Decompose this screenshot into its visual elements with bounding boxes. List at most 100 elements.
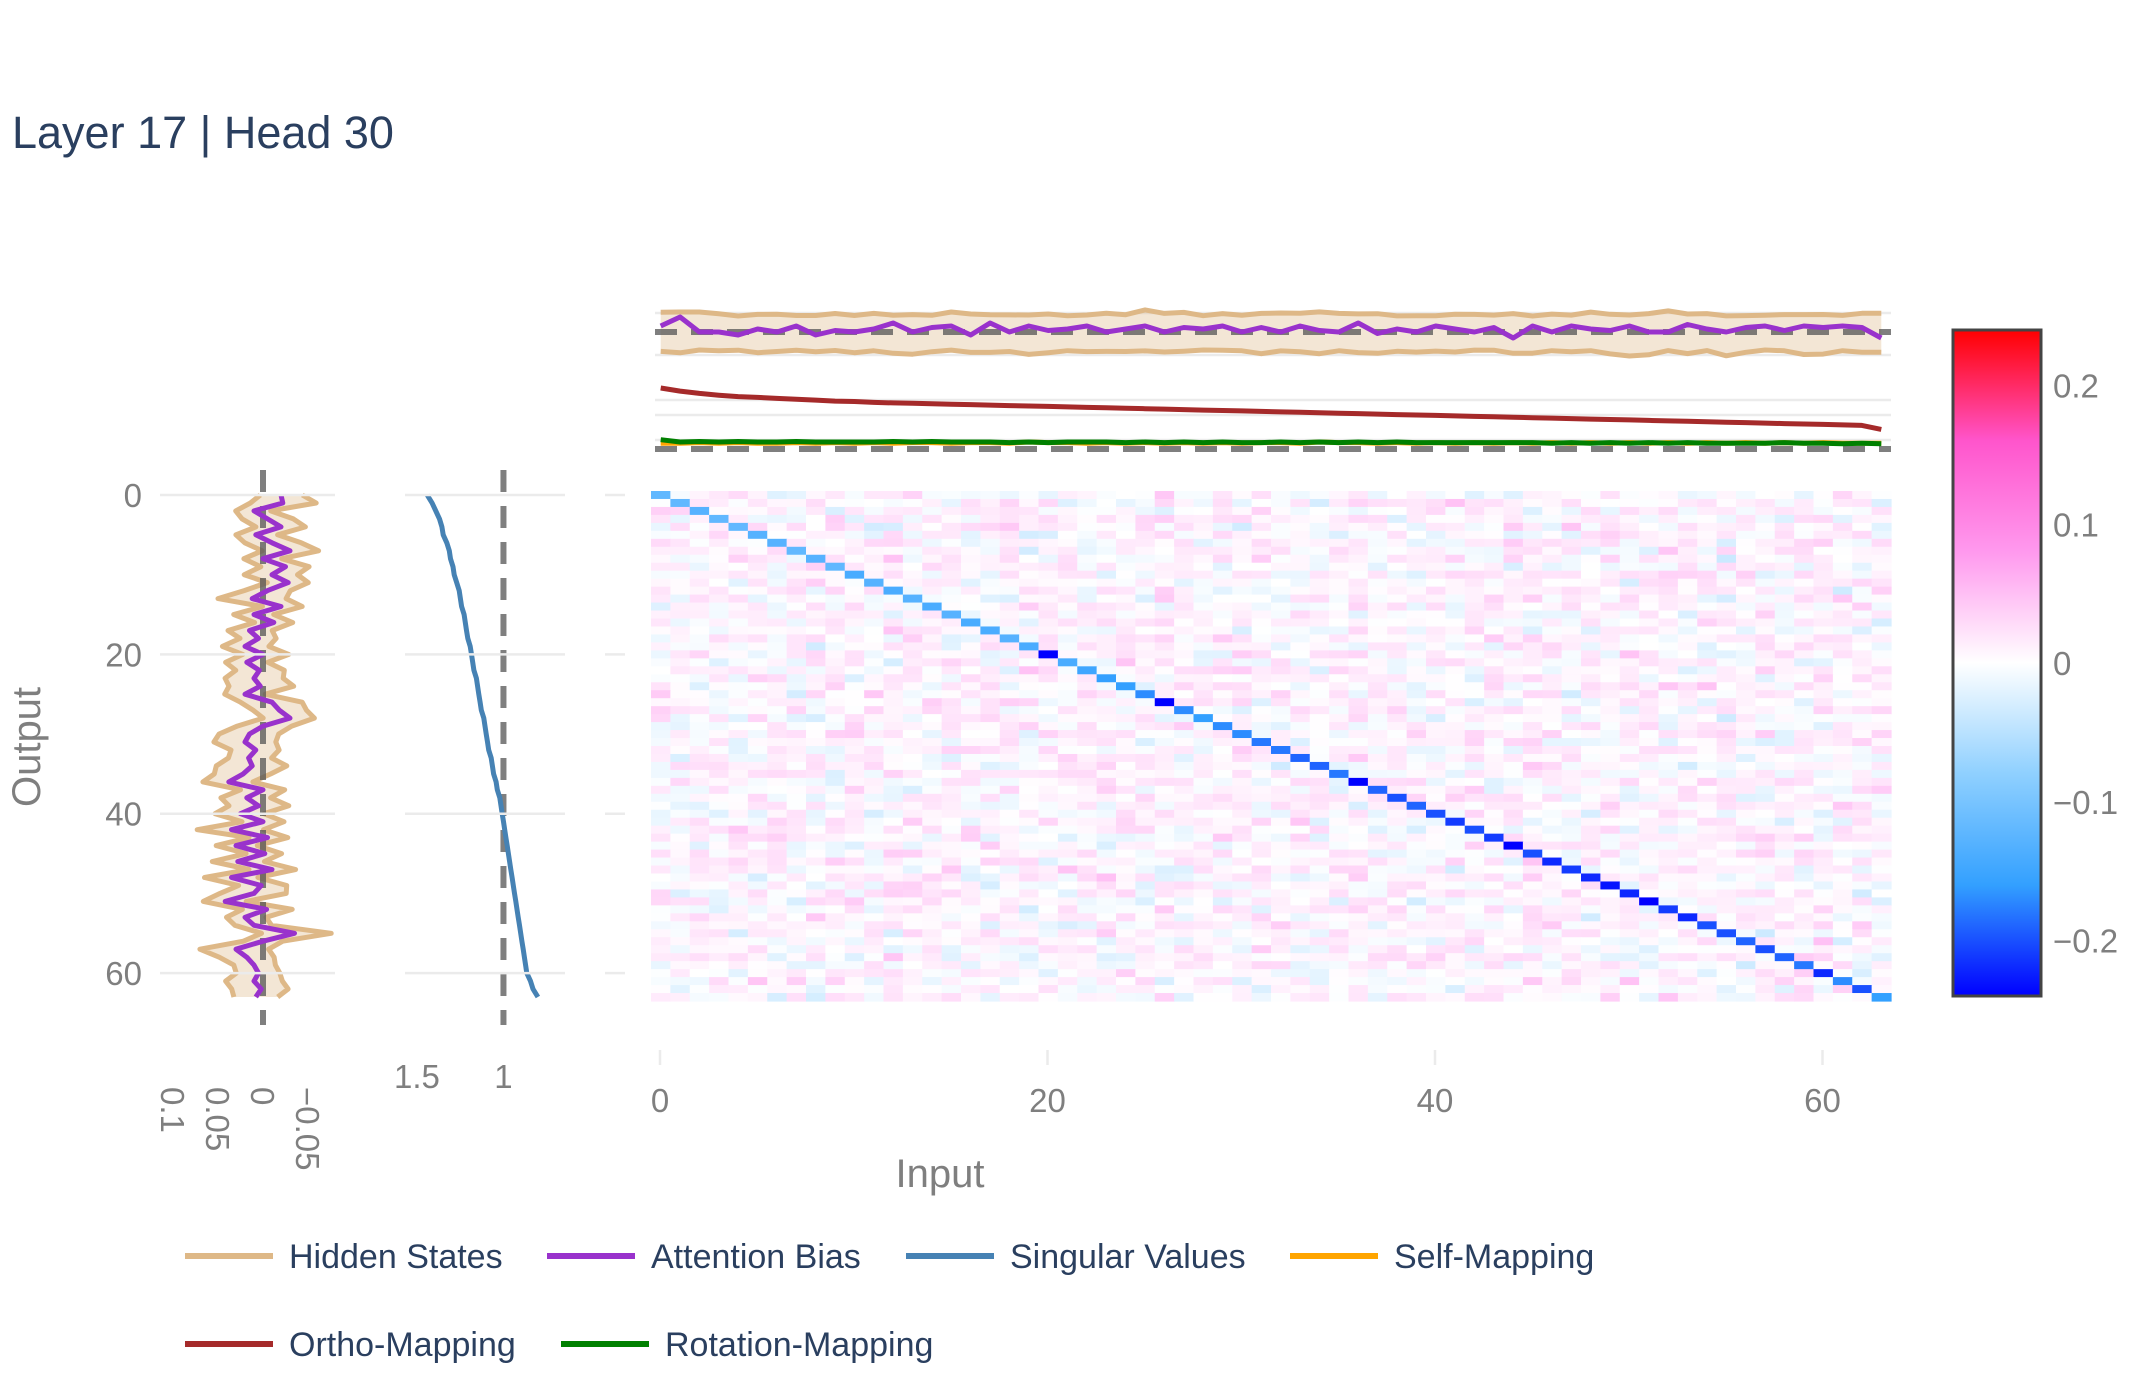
heatmap-cell — [1542, 777, 1563, 787]
heatmap-cell — [1309, 514, 1330, 524]
heatmap-cell — [1716, 586, 1737, 596]
heatmap-cell — [902, 993, 923, 1002]
heatmap-cell — [1755, 809, 1776, 819]
heatmap-cell — [1464, 969, 1485, 978]
heatmap-cell — [1794, 626, 1815, 636]
heatmap-cell — [1619, 769, 1640, 779]
heatmap-cell — [1232, 849, 1253, 859]
heatmap-cell — [961, 865, 981, 875]
heatmap-cell — [1813, 498, 1834, 508]
heatmap-cell — [1464, 706, 1485, 715]
heatmap-cell — [1251, 498, 1272, 508]
heatmap-cell — [806, 554, 826, 564]
heatmap-cell — [1387, 873, 1408, 883]
heatmap-cell — [961, 594, 981, 604]
heatmap-cell — [1135, 586, 1156, 596]
heatmap-cell — [1522, 634, 1543, 644]
heatmap-cell — [1271, 690, 1291, 699]
heatmap-cell — [1581, 897, 1601, 906]
heatmap-cell — [1542, 753, 1563, 763]
x-tick-label: 0 — [651, 1082, 669, 1119]
heatmap-cell — [1522, 961, 1543, 970]
heatmap-cell — [806, 953, 826, 962]
heatmap-cell — [1813, 722, 1834, 731]
heatmap-cell — [1426, 626, 1446, 636]
heatmap-cell — [747, 491, 768, 500]
heatmap-cell — [1445, 738, 1466, 747]
heatmap-cell — [1329, 897, 1350, 906]
heatmap-cell — [1019, 785, 1040, 795]
heatmap-cell — [1581, 690, 1601, 699]
heatmap-cell — [1522, 833, 1543, 843]
heatmap-cell — [1387, 602, 1408, 612]
heatmap-cell — [1135, 554, 1156, 564]
heatmap-cell — [728, 538, 749, 548]
heatmap-cell — [1426, 714, 1446, 723]
heatmap-cell — [786, 562, 807, 572]
heatmap-cell — [844, 562, 865, 572]
heatmap-cell — [1096, 865, 1117, 875]
heatmap-cell — [1871, 570, 1892, 580]
heatmap-cell — [1503, 865, 1524, 875]
heatmap-cell — [844, 586, 865, 596]
heatmap-cell — [786, 586, 807, 596]
heatmap-cell — [1348, 530, 1369, 540]
heatmap-cell — [1367, 913, 1388, 922]
heatmap-cell — [767, 985, 788, 994]
heatmap-cell — [999, 993, 1020, 1002]
heatmap-cell — [1367, 658, 1388, 667]
heatmap-cell — [1774, 610, 1795, 620]
heatmap-cell — [902, 682, 923, 691]
heatmap-cell — [961, 698, 981, 707]
heatmap-cell — [1639, 977, 1660, 986]
heatmap-cell — [1697, 530, 1718, 540]
heatmap-cell — [825, 985, 846, 994]
heatmap-cell — [1329, 562, 1350, 572]
heatmap-cell — [1406, 586, 1427, 596]
heatmap-cell — [1057, 857, 1078, 867]
heatmap-cell — [883, 714, 904, 723]
heatmap-cell — [961, 801, 981, 811]
heatmap-cell — [999, 929, 1020, 938]
heatmap-cell — [1871, 993, 1892, 1002]
heatmap-cell — [1426, 698, 1446, 707]
heatmap-cell — [709, 969, 730, 978]
heatmap-cell — [1271, 913, 1291, 922]
heatmap-cell — [1426, 522, 1446, 532]
heatmap-cell — [1193, 953, 1214, 962]
heatmap-cell — [670, 857, 691, 867]
heatmap-cell — [999, 586, 1020, 596]
heatmap-cell — [670, 498, 691, 508]
heatmap-cell — [767, 897, 788, 906]
heatmap-cell — [1077, 666, 1098, 675]
heatmap-cell — [1832, 969, 1853, 978]
heatmap-cell — [1367, 682, 1388, 691]
heatmap-cell — [1503, 714, 1524, 723]
heatmap-cell — [1329, 602, 1350, 612]
heatmap-cell — [1581, 857, 1601, 867]
heatmap-cell — [1329, 578, 1350, 588]
heatmap-cell — [1794, 722, 1815, 731]
heatmap-cell — [806, 833, 826, 843]
heatmap-cell — [651, 746, 671, 755]
heatmap-cell — [1193, 522, 1214, 532]
heatmap-cell — [1271, 666, 1291, 675]
heatmap-cell — [709, 546, 730, 556]
heatmap-cell — [941, 570, 962, 580]
heatmap-cell — [1426, 642, 1446, 651]
heatmap-cell — [1755, 554, 1776, 564]
heatmap-cell — [1232, 562, 1253, 572]
heatmap-cell — [1484, 491, 1505, 500]
colorbar-tick-label: 0 — [2053, 645, 2071, 682]
heatmap-cell — [670, 586, 691, 596]
heatmap-cell — [1077, 690, 1098, 699]
heatmap-cell — [1561, 578, 1582, 588]
heatmap-cell — [941, 730, 962, 739]
heatmap-cell — [844, 730, 865, 739]
heatmap-cell — [1154, 642, 1175, 651]
heatmap-cell — [1484, 642, 1505, 651]
heatmap-cell — [747, 913, 768, 922]
heatmap-cell — [786, 785, 807, 795]
heatmap-cell — [1096, 658, 1117, 667]
heatmap-cell — [1697, 586, 1718, 596]
